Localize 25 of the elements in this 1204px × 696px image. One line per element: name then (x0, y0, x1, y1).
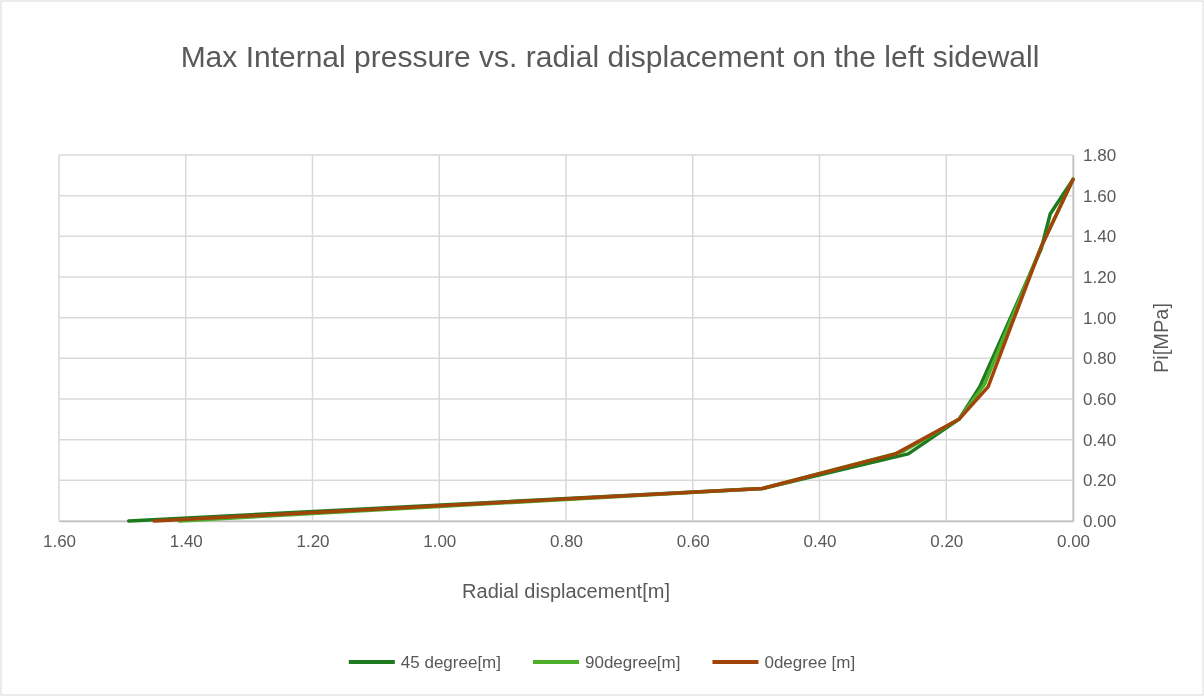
x-tick-label: 0.00 (1056, 532, 1091, 552)
y-tick-label: 0.20 (1083, 471, 1117, 491)
x-axis-title: Radial displacement[m] (462, 580, 670, 602)
y-tick-label: 1.00 (1083, 308, 1117, 328)
x-tick-label: 0.40 (803, 532, 837, 552)
x-tick-label: 1.40 (169, 532, 203, 552)
chart-title: Max Internal pressure vs. radial displacement on the left sidewall (180, 40, 1040, 73)
legend-label: 45 degree[m] (400, 653, 501, 672)
y-tick-label: 0.80 (1083, 349, 1117, 369)
y-tick-label: 1.40 (1083, 227, 1117, 247)
legend-label: 0degree [m] (764, 653, 856, 672)
legend-label: 90degree[m] (585, 653, 681, 672)
y-tick-label: 1.20 (1083, 267, 1117, 287)
x-tick-label: 1.00 (423, 532, 457, 552)
y-tick-label: 0.00 (1083, 511, 1117, 531)
x-tick-label: 0.20 (930, 532, 964, 552)
y-tick-label: 1.80 (1083, 145, 1117, 165)
y-tick-label: 0.40 (1083, 430, 1117, 450)
y-tick-label: 1.60 (1083, 186, 1117, 206)
y-tick-label: 0.60 (1083, 389, 1117, 409)
x-tick-label: 1.20 (296, 532, 330, 552)
x-tick-label: 0.60 (676, 532, 710, 552)
x-tick-label: 0.80 (549, 532, 584, 552)
y-axis-title: Pi[MPa] (1150, 302, 1172, 374)
x-tick-label: 1.60 (42, 532, 77, 552)
